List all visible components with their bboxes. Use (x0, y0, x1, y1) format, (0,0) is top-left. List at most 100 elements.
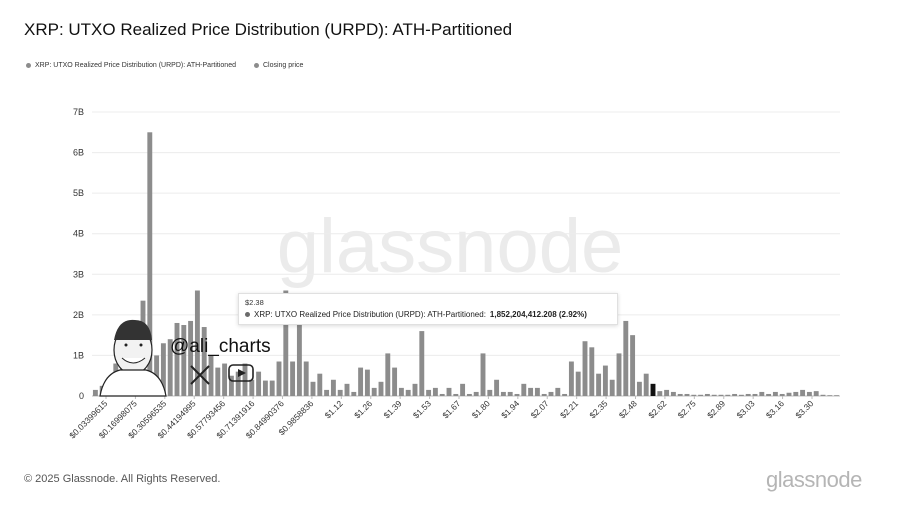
bar (630, 335, 636, 396)
y-tick-label: 5B (73, 188, 84, 198)
bar (446, 387, 452, 396)
bar (466, 393, 472, 396)
bar (582, 341, 588, 396)
bar (609, 379, 615, 396)
bar (364, 369, 370, 396)
bar (704, 393, 710, 396)
y-tick-label: 3B (73, 269, 84, 279)
footer-copyright: © 2025 Glassnode. All Rights Reserved. (24, 473, 221, 485)
bar-highlighted (650, 383, 656, 396)
bar (276, 361, 282, 396)
x-tick-label: $1.94 (499, 398, 521, 420)
legend-label-closing-price: Closing price (262, 62, 304, 69)
bar (222, 363, 228, 396)
legend-item-closing-price[interactable]: Closing price (253, 62, 304, 69)
bar (541, 393, 547, 396)
bar (310, 381, 316, 396)
avatar (99, 319, 167, 397)
bar (167, 339, 173, 396)
bar (718, 394, 724, 396)
bar (623, 320, 629, 396)
legend-label-urpd: XRP: UTXO Realized Price Distribution (U… (35, 62, 236, 69)
bar (643, 373, 649, 396)
legend-item-urpd[interactable]: XRP: UTXO Realized Price Distribution (U… (26, 62, 236, 69)
bar (344, 383, 350, 396)
x-tick-label: $1.67 (440, 398, 462, 420)
chart-tooltip: $2.38 XRP: UTXO Realized Price Distribut… (238, 293, 618, 325)
bar (562, 393, 568, 396)
x-tick-label: $1.12 (323, 398, 345, 420)
bar (636, 381, 642, 396)
bar (419, 331, 425, 396)
bar (806, 391, 812, 396)
bar (793, 391, 799, 396)
bar (596, 373, 602, 396)
chart-title: XRP: UTXO Realized Price Distribution (U… (24, 20, 513, 39)
bar (262, 380, 268, 396)
x-tick-label: $1.80 (470, 398, 492, 420)
bar (412, 383, 418, 396)
bar (194, 290, 200, 396)
tooltip-series-label: XRP: UTXO Realized Price Distribution (U… (254, 310, 486, 319)
bar (228, 375, 234, 396)
bar (745, 393, 751, 396)
chart-legend: XRP: UTXO Realized Price Distribution (U… (26, 62, 303, 69)
bar (358, 367, 364, 396)
bar (500, 391, 506, 396)
bar (487, 389, 493, 396)
tooltip-dot-icon (245, 312, 250, 317)
bar (317, 373, 323, 396)
bar (691, 394, 697, 396)
bar (303, 361, 309, 396)
bar (188, 320, 194, 396)
bar (779, 393, 785, 396)
bar (453, 393, 459, 396)
bar (521, 383, 527, 396)
bar (568, 361, 574, 396)
bar (160, 343, 166, 396)
bar (378, 381, 384, 396)
bar (834, 395, 840, 396)
bar (201, 327, 207, 396)
bar (555, 387, 561, 396)
x-logo-icon[interactable] (190, 365, 210, 385)
bar (242, 363, 248, 396)
bar (827, 395, 833, 396)
bar (181, 325, 187, 396)
y-tick-label: 1B (73, 350, 84, 360)
legend-dot-icon (253, 63, 259, 68)
bar (664, 389, 670, 396)
youtube-icon[interactable] (228, 364, 254, 382)
bar (337, 389, 343, 396)
bar (351, 391, 357, 396)
bar (494, 379, 500, 396)
bar (330, 379, 336, 396)
tooltip-row: XRP: UTXO Realized Price Distribution (U… (245, 310, 611, 319)
bar (398, 387, 404, 396)
watermark: glassnode (277, 204, 624, 289)
bar (752, 393, 758, 396)
bar (269, 380, 275, 396)
bar (786, 392, 792, 396)
bar (732, 393, 738, 396)
bar (800, 389, 806, 396)
bar (738, 394, 744, 396)
x-tick-label: $3.16 (764, 398, 786, 420)
bar (528, 387, 534, 396)
bar (657, 391, 663, 396)
x-tick-label: $2.07 (529, 398, 551, 420)
bar (684, 393, 690, 396)
x-tick-label: $1.39 (381, 398, 403, 420)
bar (589, 347, 595, 396)
bar (759, 391, 765, 396)
bar (460, 383, 466, 396)
bar (426, 389, 432, 396)
x-tick-label: $2.21 (558, 398, 580, 420)
bar (235, 371, 241, 396)
y-tick-label: 7B (73, 107, 84, 117)
bar (439, 393, 445, 396)
bar (766, 393, 772, 396)
x-tick-label: $2.62 (646, 398, 668, 420)
bar (290, 361, 296, 396)
